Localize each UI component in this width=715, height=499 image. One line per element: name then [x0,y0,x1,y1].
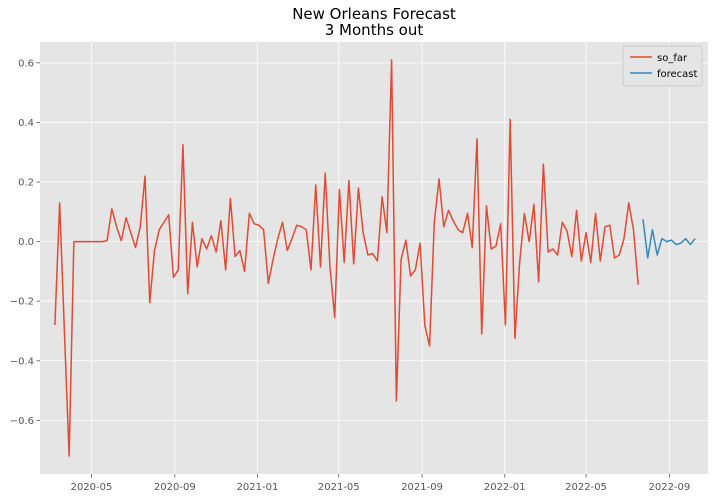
x-tick-label: 2021-09 [401,482,443,493]
series-line-forecast [642,219,696,259]
x-tick-label: 2022-05 [565,482,607,493]
x-tick-label: 2020-09 [154,482,196,493]
x-tick-label: 2021-01 [237,482,279,493]
legend-label-forecast: forecast [657,69,698,80]
x-tick-label: 2020-05 [71,482,113,493]
legend-label-so-far: so_far [657,53,688,64]
y-tick-label: −0.2 [10,297,34,308]
legend: so_far forecast [622,45,703,87]
plot-area [40,42,708,474]
y-tick-label: −0.4 [10,356,34,367]
y-tick-label: 0.2 [18,178,34,189]
chart-title: New Orleans Forecast [292,5,456,23]
y-tick-label: 0.4 [18,118,34,129]
y-tick-label: −0.6 [10,416,34,427]
axis-ticks: −0.6 −0.4 −0.2 0.0 0.2 0.4 0.6 2020-05 2020-09 20… [10,58,691,493]
legend-box [622,45,703,87]
y-tick-label: 0.6 [18,58,34,69]
series-line-so-far [54,59,639,457]
series-lines [54,59,696,457]
x-tick-label: 2021-05 [318,482,360,493]
y-tick-label: 0.0 [18,237,34,248]
x-tick-label: 2022-01 [484,482,526,493]
chart-subtitle: 3 Months out [325,21,424,39]
grid-lines [40,42,708,474]
x-tick-label: 2022-09 [648,482,690,493]
